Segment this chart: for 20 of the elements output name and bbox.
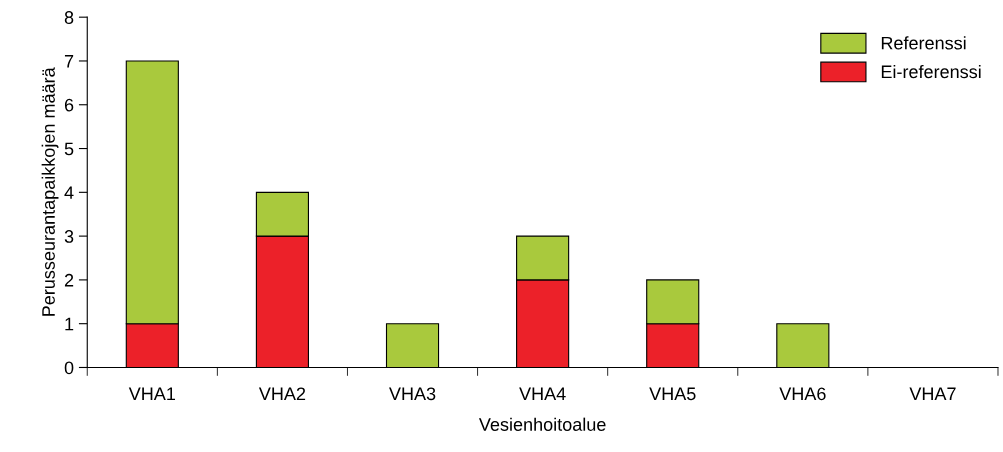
y-tick-label: 0 <box>64 361 74 375</box>
x-tick-label: VHA2 <box>258 387 306 401</box>
y-tick-label: 8 <box>64 11 74 24</box>
legend-label: Referenssi <box>881 36 966 50</box>
y-tick-label: 3 <box>64 230 74 243</box>
legend-label: Ei-referenssi <box>881 64 981 79</box>
y-tick-label: 1 <box>65 317 74 331</box>
x-axis-title: Vesienhoitoalue <box>478 417 606 431</box>
x-tick-label: VHA3 <box>389 387 436 401</box>
x-tick-label: VHA4 <box>519 387 566 401</box>
x-tick-label: VHA5 <box>649 387 696 401</box>
y-tick-label: 5 <box>64 142 74 156</box>
y-tick-label: 6 <box>64 98 74 112</box>
x-tick-label: VHA7 <box>909 387 956 401</box>
y-tick-label: 4 <box>64 186 74 199</box>
y-tick-label: 7 <box>64 55 74 68</box>
y-tick-label: 2 <box>64 273 74 287</box>
x-tick-label: VHA6 <box>779 387 826 401</box>
y-axis-title: Perusseurantapaikkojen määrä <box>41 67 59 316</box>
x-tick-label: VHA1 <box>128 387 176 401</box>
